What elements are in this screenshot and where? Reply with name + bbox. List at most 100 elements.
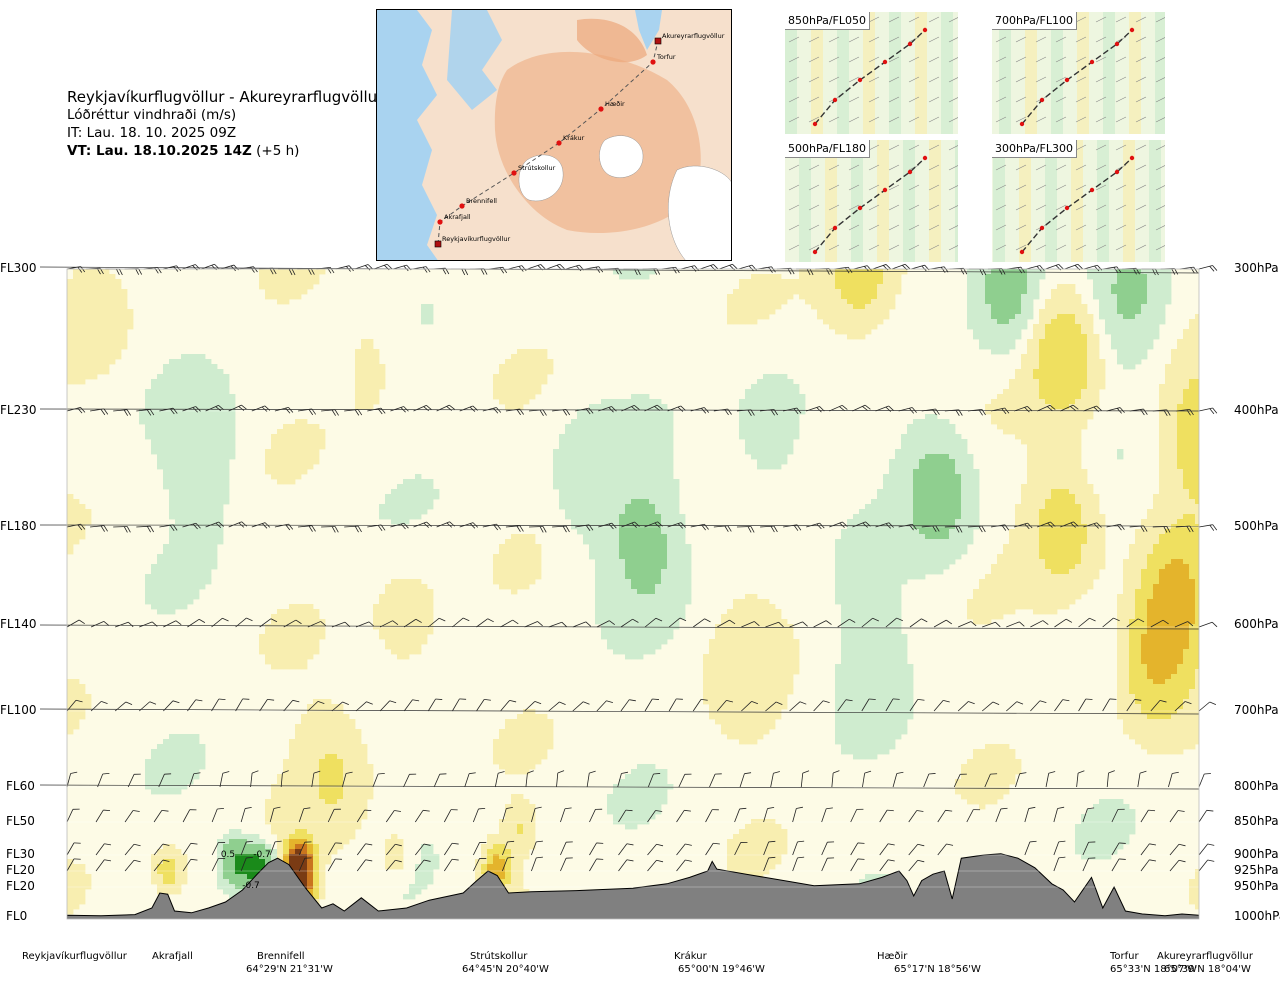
field-cell bbox=[991, 334, 998, 340]
field-cell bbox=[511, 574, 518, 580]
field-cell bbox=[1165, 594, 1172, 600]
field-cell bbox=[1087, 359, 1094, 365]
field-cell bbox=[883, 474, 890, 480]
field-cell bbox=[199, 399, 206, 405]
field-cell bbox=[907, 499, 914, 505]
field-cell bbox=[565, 454, 572, 460]
field-cell bbox=[577, 469, 584, 475]
field-cell bbox=[997, 319, 1004, 325]
field-cell bbox=[997, 574, 1004, 580]
field-cell bbox=[1057, 584, 1064, 590]
field-cell bbox=[613, 509, 620, 515]
field-cell bbox=[1093, 389, 1100, 395]
field-cell bbox=[427, 479, 434, 485]
field-cell bbox=[643, 574, 650, 580]
field-cell bbox=[595, 444, 602, 450]
field-cell bbox=[1069, 299, 1076, 305]
field-cell bbox=[427, 309, 434, 315]
field-cell bbox=[937, 474, 944, 480]
field-cell bbox=[1045, 594, 1052, 600]
field-cell bbox=[661, 589, 668, 595]
field-cell bbox=[1195, 464, 1199, 470]
field-cell bbox=[169, 434, 176, 440]
field-cell bbox=[1027, 489, 1034, 495]
field-cell bbox=[1129, 544, 1136, 550]
field-cell bbox=[973, 499, 980, 505]
field-cell bbox=[997, 569, 1004, 575]
field-cell bbox=[409, 614, 416, 620]
field-cell bbox=[613, 414, 620, 420]
field-cell bbox=[535, 389, 542, 395]
field-cell bbox=[157, 584, 164, 590]
field-cell bbox=[1147, 309, 1154, 315]
field-cell bbox=[1075, 559, 1082, 565]
field-cell bbox=[919, 569, 926, 575]
field-cell bbox=[535, 554, 542, 560]
field-cell bbox=[745, 434, 752, 440]
field-cell bbox=[985, 274, 992, 280]
field-cell bbox=[619, 604, 626, 610]
field-cell bbox=[1165, 424, 1172, 430]
field-cell bbox=[949, 554, 956, 560]
field-cell bbox=[613, 604, 620, 610]
field-cell bbox=[907, 469, 914, 475]
field-cell bbox=[265, 449, 272, 455]
field-cell bbox=[991, 584, 998, 590]
field-cell bbox=[109, 314, 116, 320]
field-cell bbox=[1063, 559, 1070, 565]
field-cell bbox=[991, 569, 998, 575]
field-cell bbox=[625, 519, 632, 525]
field-cell bbox=[745, 319, 752, 325]
field-cell bbox=[601, 584, 608, 590]
field-cell bbox=[781, 389, 788, 395]
field-cell bbox=[1129, 584, 1136, 590]
field-cell bbox=[283, 454, 290, 460]
field-cell bbox=[1045, 534, 1052, 540]
field-cell bbox=[1153, 334, 1160, 340]
field-cell bbox=[565, 469, 572, 475]
field-cell bbox=[661, 419, 668, 425]
field-cell bbox=[175, 489, 182, 495]
field-cell bbox=[763, 424, 770, 430]
field-cell bbox=[1069, 319, 1076, 325]
field-cell bbox=[781, 429, 788, 435]
field-cell bbox=[199, 464, 206, 470]
field-cell bbox=[511, 554, 518, 560]
field-cell bbox=[1027, 589, 1034, 595]
field-cell bbox=[1195, 589, 1199, 595]
field-cell bbox=[1075, 594, 1082, 600]
field-cell bbox=[883, 284, 890, 290]
field-cell bbox=[901, 579, 908, 585]
field-cell bbox=[1141, 329, 1148, 335]
field-cell bbox=[883, 514, 890, 520]
field-cell bbox=[1087, 414, 1094, 420]
field-cell bbox=[109, 289, 116, 295]
field-cell bbox=[1135, 334, 1142, 340]
field-cell bbox=[1075, 459, 1082, 465]
field-cell bbox=[157, 439, 164, 445]
field-cell bbox=[1027, 464, 1034, 470]
field-cell bbox=[1057, 514, 1064, 520]
field-cell bbox=[505, 579, 512, 585]
field-cell bbox=[1171, 499, 1178, 505]
field-cell bbox=[955, 454, 962, 460]
field-cell bbox=[955, 494, 962, 500]
field-cell bbox=[1183, 394, 1190, 400]
field-cell bbox=[187, 589, 194, 595]
field-cell bbox=[553, 479, 560, 485]
field-cell bbox=[1015, 504, 1022, 510]
field-cell bbox=[373, 604, 380, 610]
field-cell bbox=[373, 609, 380, 615]
field-cell bbox=[997, 294, 1004, 300]
field-cell bbox=[1087, 339, 1094, 345]
field-cell bbox=[1045, 409, 1052, 415]
field-cell bbox=[1189, 374, 1196, 380]
field-cell bbox=[655, 589, 662, 595]
field-cell bbox=[1153, 289, 1160, 295]
field-cell bbox=[1081, 349, 1088, 355]
field-cell bbox=[1183, 499, 1190, 505]
field-cell bbox=[625, 579, 632, 585]
field-cell bbox=[631, 579, 638, 585]
field-cell bbox=[1027, 384, 1034, 390]
field-cell bbox=[1093, 384, 1100, 390]
